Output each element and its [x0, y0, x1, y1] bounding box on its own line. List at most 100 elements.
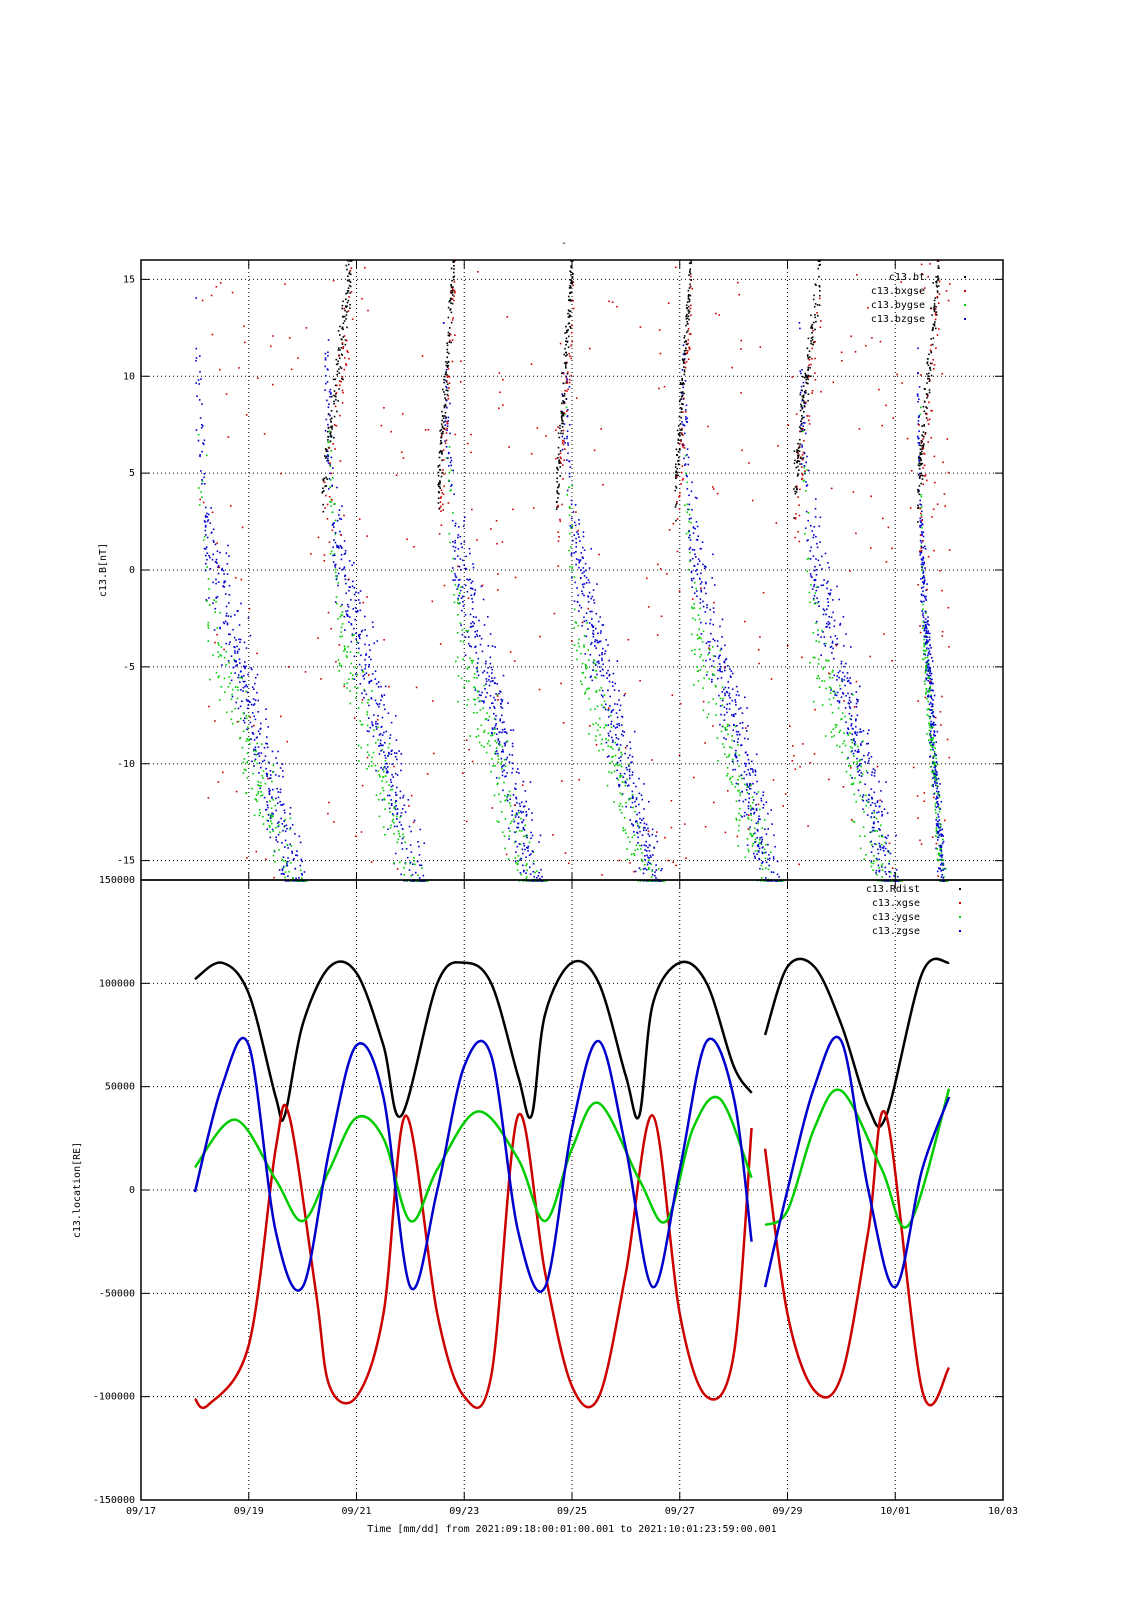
data-point	[810, 525, 812, 527]
data-point	[382, 776, 385, 779]
data-point	[398, 821, 401, 823]
data-point	[683, 353, 686, 356]
data-point	[289, 843, 291, 846]
data-point	[805, 485, 808, 487]
data-point	[511, 762, 514, 764]
data-point	[870, 788, 873, 790]
data-point	[231, 695, 234, 698]
data-point	[798, 863, 800, 866]
data-point	[219, 611, 221, 614]
data-point	[339, 414, 341, 417]
data-point	[879, 848, 882, 851]
data-point	[735, 704, 737, 706]
data-point	[213, 629, 216, 631]
data-point	[755, 840, 757, 843]
data-point	[756, 828, 759, 831]
data-point	[239, 737, 241, 740]
data-point	[331, 529, 334, 532]
data-point	[801, 406, 804, 409]
data-point	[388, 753, 390, 755]
data-point	[201, 478, 203, 481]
data-point	[936, 774, 938, 776]
data-point	[364, 629, 366, 631]
data-point	[616, 305, 618, 308]
data-point	[919, 554, 921, 556]
data-point	[286, 880, 289, 882]
data-point	[850, 335, 852, 338]
data-point	[929, 695, 932, 698]
data-point	[896, 373, 898, 376]
data-point	[581, 683, 583, 685]
data-point	[327, 430, 329, 433]
data-point	[223, 581, 225, 584]
data-point	[447, 479, 450, 482]
data-point	[557, 426, 559, 428]
data-point	[832, 599, 834, 601]
data-point	[718, 655, 720, 658]
data-point	[919, 413, 922, 416]
data-point	[496, 695, 499, 697]
data-point	[621, 781, 624, 783]
data-point	[297, 357, 299, 359]
data-point	[916, 795, 919, 797]
data-point	[304, 671, 307, 673]
data-point	[618, 722, 620, 725]
data-point	[838, 701, 841, 704]
data-point	[350, 267, 353, 269]
data-point	[940, 850, 943, 852]
data-point	[853, 793, 856, 796]
data-point	[397, 838, 400, 841]
data-point	[841, 712, 844, 714]
data-point	[747, 758, 750, 761]
data-point	[925, 632, 927, 635]
data-point	[399, 797, 402, 799]
data-point	[607, 707, 610, 709]
data-point	[757, 830, 759, 832]
data-point	[867, 742, 869, 745]
data-point	[926, 627, 928, 630]
data-point	[860, 771, 863, 774]
data-point	[612, 755, 614, 758]
data-point	[610, 711, 613, 713]
data-point	[821, 704, 824, 706]
data-point	[930, 744, 932, 747]
data-point	[223, 648, 225, 651]
data-point	[535, 870, 538, 872]
data-point	[709, 608, 711, 611]
data-point	[466, 668, 469, 670]
data-point	[638, 777, 640, 780]
data-point	[322, 478, 324, 480]
data-point	[843, 675, 846, 678]
data-point	[523, 805, 525, 808]
data-point	[454, 525, 456, 527]
data-point	[515, 851, 517, 853]
data-point	[855, 702, 858, 705]
data-point	[342, 346, 345, 348]
data-point	[332, 546, 334, 548]
data-point	[504, 775, 506, 778]
data-point	[339, 605, 342, 608]
data-point	[277, 833, 280, 836]
data-point	[852, 782, 855, 784]
data-point	[707, 653, 709, 656]
data-point	[413, 819, 416, 822]
data-point	[929, 653, 932, 656]
data-point	[566, 459, 568, 461]
data-point	[647, 833, 650, 835]
data-point	[446, 429, 448, 431]
data-point	[749, 826, 751, 829]
data-point	[328, 390, 331, 393]
data-point	[284, 283, 286, 285]
data-point	[917, 400, 919, 403]
data-point	[245, 414, 248, 416]
data-point	[334, 405, 337, 408]
data-point	[471, 598, 473, 600]
data-point	[660, 880, 663, 882]
data-point	[734, 754, 737, 757]
data-point	[465, 584, 467, 587]
data-point	[347, 299, 350, 302]
data-point	[329, 426, 332, 428]
data-point	[641, 860, 644, 862]
data-point	[532, 880, 535, 882]
data-point	[475, 645, 477, 648]
